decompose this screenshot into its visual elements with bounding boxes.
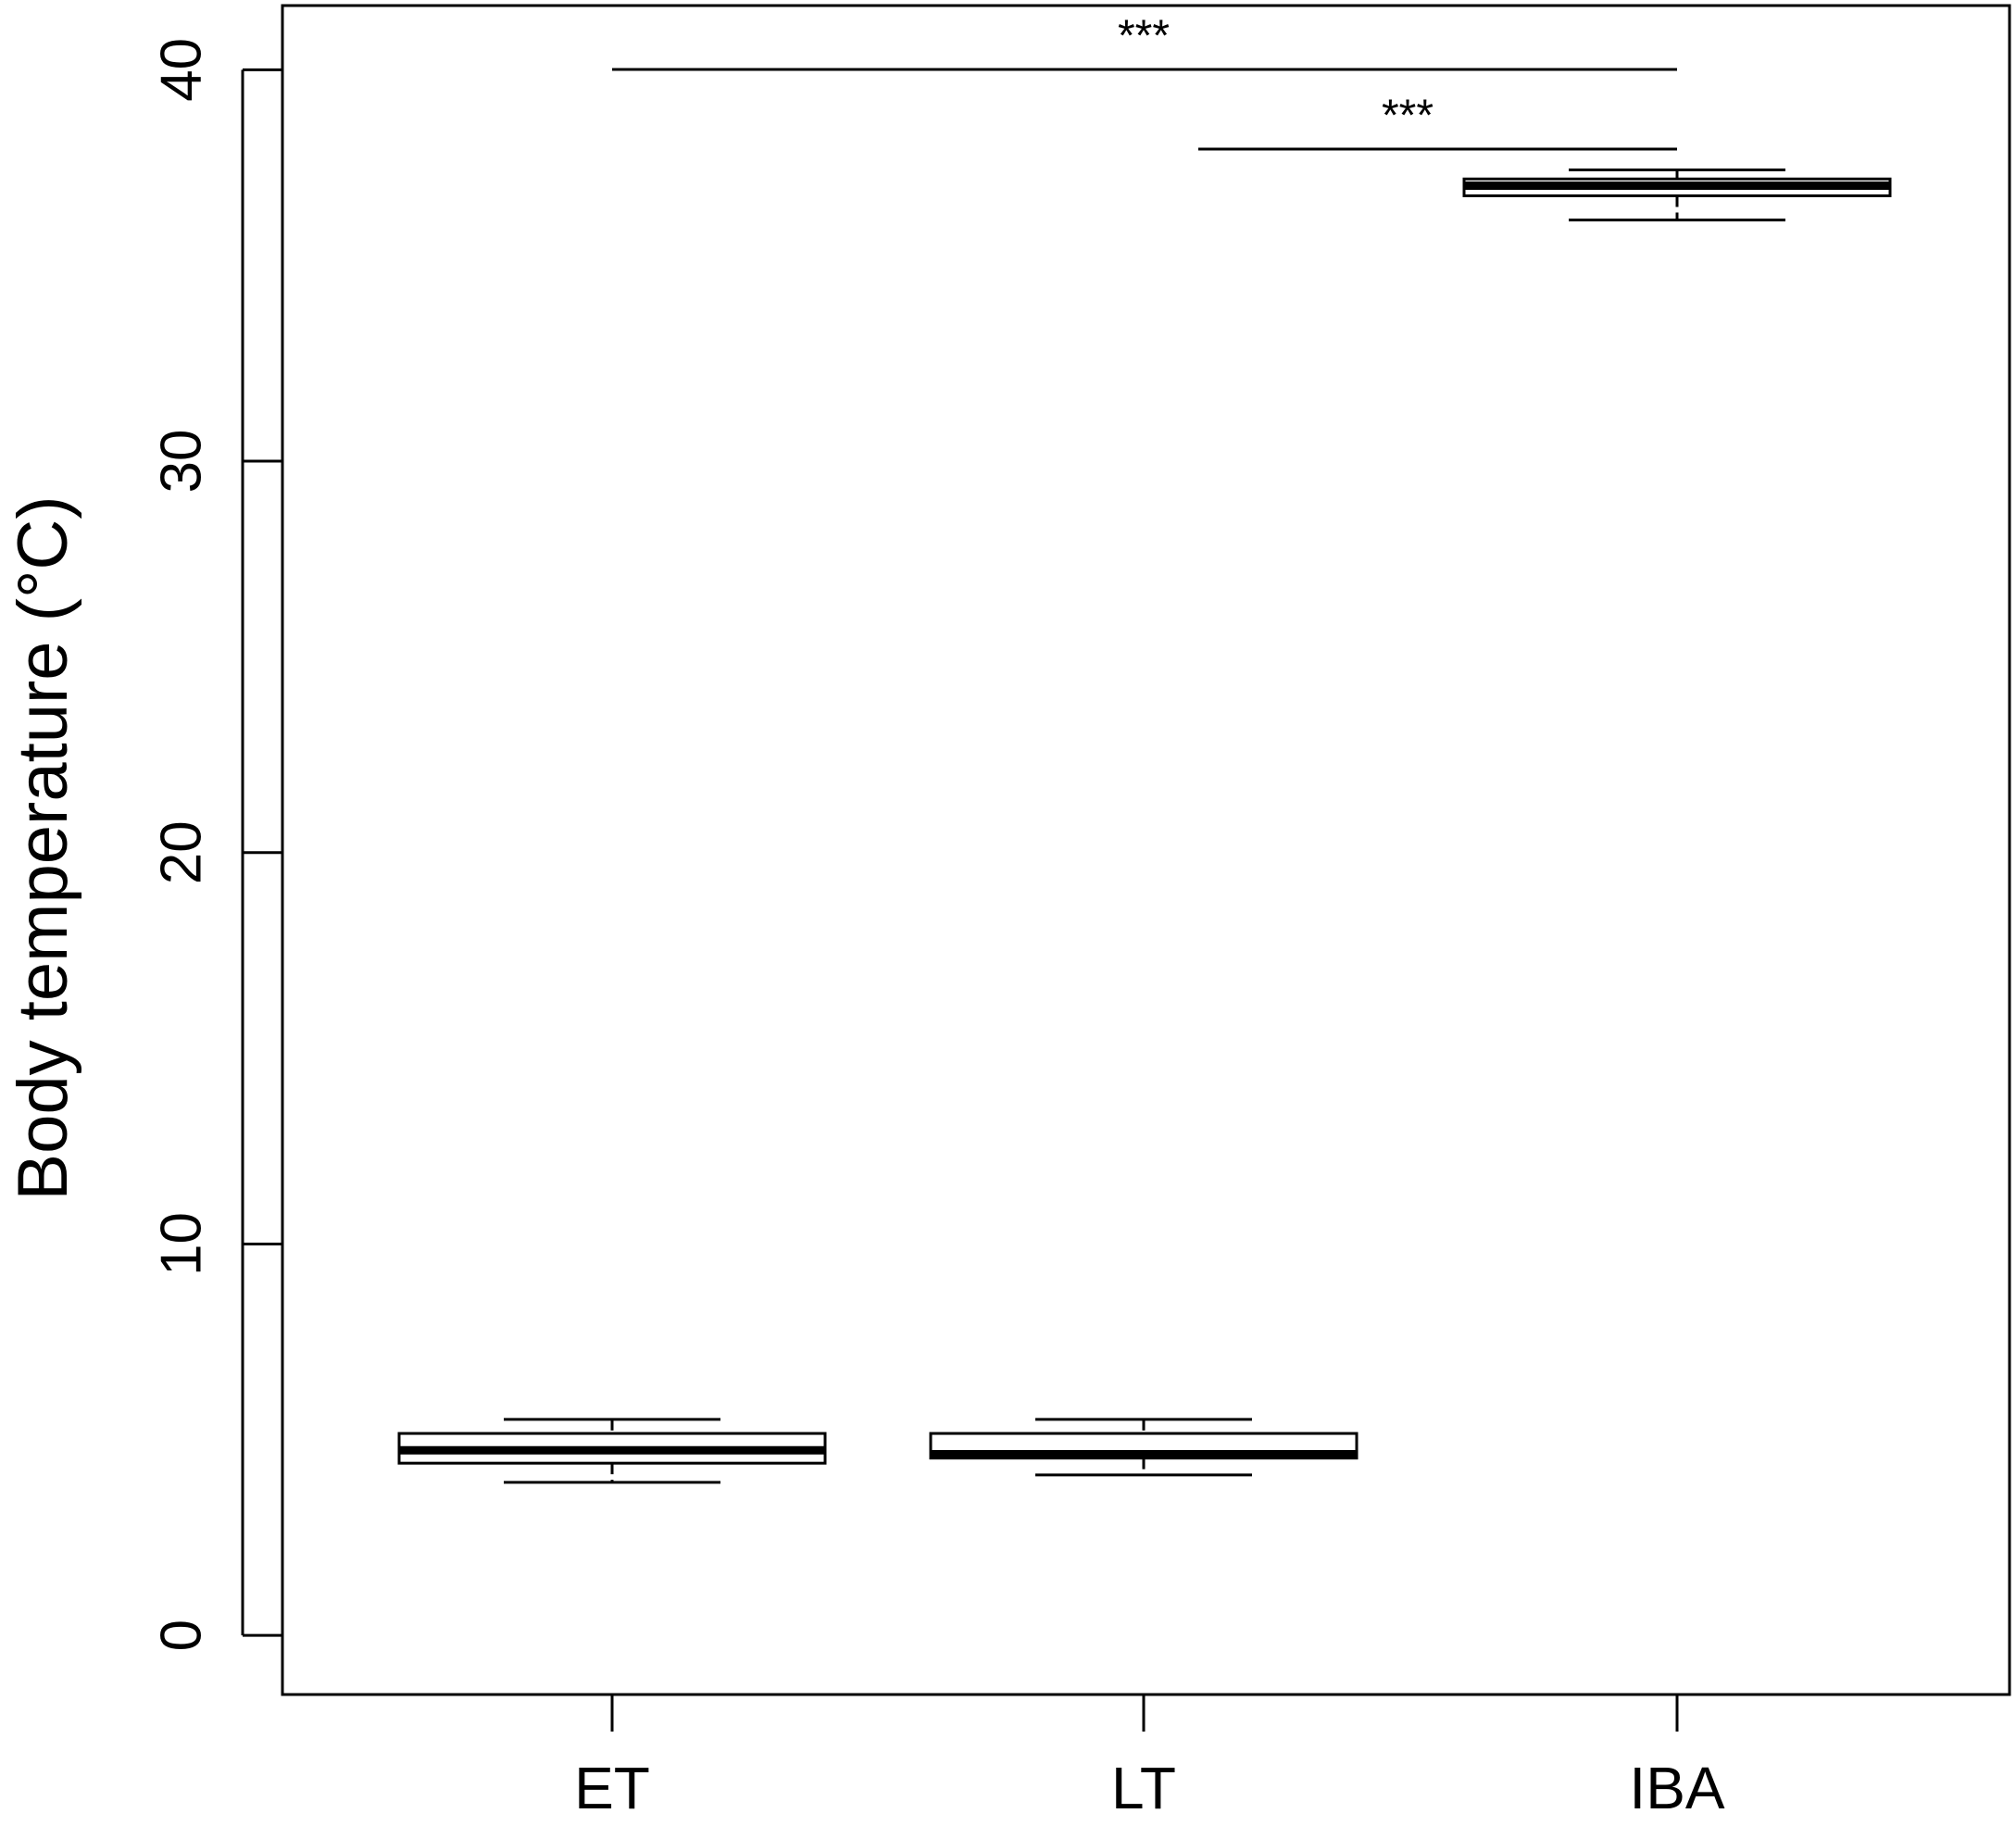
- y-tick-label: 0: [149, 1620, 213, 1651]
- x-tick-label: ET: [574, 1755, 650, 1821]
- y-tick-label: 20: [149, 820, 213, 884]
- x-tick-label: IBA: [1629, 1755, 1724, 1821]
- significance-label: ***: [1382, 92, 1434, 141]
- significance-label: ***: [1118, 12, 1170, 61]
- y-tick-label: 30: [149, 430, 213, 494]
- x-tick-label: LT: [1111, 1755, 1176, 1821]
- plot-frame: [281, 4, 2011, 1696]
- y-axis-label: Body temperature (°C): [4, 495, 82, 1200]
- y-tick-label: 10: [149, 1212, 213, 1276]
- y-tick-label: 40: [149, 38, 213, 102]
